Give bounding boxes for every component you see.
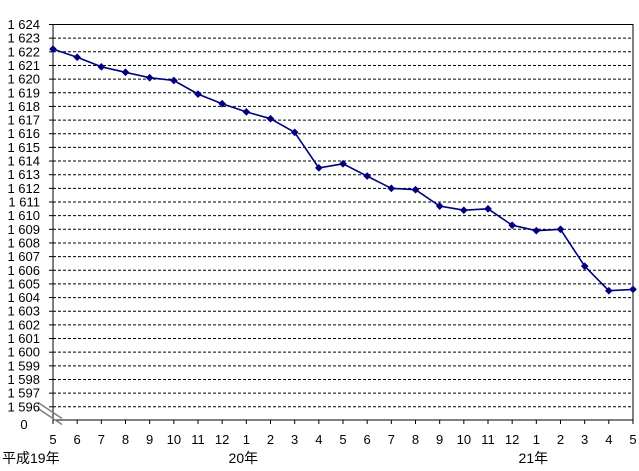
x-tick-label: 11 bbox=[191, 432, 205, 447]
data-point-marker bbox=[484, 204, 492, 213]
x-tick-label: 11 bbox=[481, 432, 495, 447]
data-point-marker bbox=[169, 76, 178, 85]
data-point-marker bbox=[194, 90, 202, 99]
data-point-marker bbox=[629, 285, 637, 294]
y-tick-label: 1 602 bbox=[7, 317, 40, 332]
y-tick-label: 1 598 bbox=[7, 372, 40, 387]
data-point-marker bbox=[121, 68, 130, 77]
x-tick-label: 7 bbox=[98, 432, 105, 447]
data-point-marker bbox=[314, 163, 323, 172]
y-tick-label: 1 605 bbox=[7, 276, 40, 291]
data-point-marker bbox=[387, 184, 396, 193]
data-point-marker bbox=[604, 286, 613, 295]
x-tick-label: 9 bbox=[146, 432, 153, 447]
data-point-marker bbox=[290, 128, 299, 137]
x-tick-label: 7 bbox=[388, 432, 395, 447]
data-point-marker bbox=[556, 225, 565, 234]
y-tick-label: 1 618 bbox=[7, 99, 40, 114]
y-tick-label: 1 617 bbox=[7, 113, 40, 128]
y-tick-label: 1 608 bbox=[7, 235, 40, 250]
data-point-marker bbox=[73, 53, 82, 62]
axis-break-mark bbox=[37, 407, 63, 426]
y-tick-label: 1 620 bbox=[7, 72, 40, 87]
year-label: 21年 bbox=[519, 450, 549, 466]
data-point-marker bbox=[49, 45, 57, 54]
data-point-marker bbox=[97, 62, 106, 71]
data-point-marker bbox=[218, 99, 227, 108]
y-tick-label: 1 599 bbox=[7, 358, 40, 373]
data-point-marker bbox=[363, 172, 372, 181]
x-tick-label: 6 bbox=[364, 432, 371, 447]
x-tick-label: 5 bbox=[629, 432, 636, 447]
x-tick-label: 10 bbox=[457, 432, 471, 447]
x-tick-label: 9 bbox=[436, 432, 443, 447]
y-tick-label: 1 606 bbox=[7, 263, 40, 278]
y-tick-label: 1 613 bbox=[7, 167, 40, 182]
y-tick-label: 1 614 bbox=[7, 154, 40, 169]
axis-break-mark bbox=[37, 401, 63, 420]
y-tick-label: 1 603 bbox=[7, 304, 40, 319]
year-label: 20年 bbox=[229, 450, 259, 466]
data-point-marker bbox=[145, 73, 154, 82]
x-tick-label: 8 bbox=[412, 432, 419, 447]
x-tick-label: 4 bbox=[315, 432, 322, 447]
x-tick-label: 4 bbox=[605, 432, 612, 447]
x-tick-label: 8 bbox=[122, 432, 129, 447]
x-tick-label: 5 bbox=[49, 432, 56, 447]
data-point-marker bbox=[339, 159, 347, 168]
y-tick-label: 1 615 bbox=[7, 140, 40, 155]
data-point-marker bbox=[508, 221, 517, 230]
y-tick-label: 1 597 bbox=[7, 386, 40, 401]
data-point-marker bbox=[411, 185, 420, 194]
x-tick-label: 5 bbox=[339, 432, 346, 447]
data-point-marker bbox=[266, 114, 275, 123]
year-label: 平成19年 bbox=[2, 450, 60, 466]
y-tick-label: 1 604 bbox=[7, 290, 40, 305]
y-zero-label: 0 bbox=[20, 417, 27, 432]
y-tick-label: 1 624 bbox=[7, 17, 40, 32]
plot-border bbox=[52, 24, 634, 421]
series-line bbox=[52, 48, 634, 292]
y-tick-label: 1 612 bbox=[7, 181, 40, 196]
x-tick-label: 1 bbox=[533, 432, 540, 447]
x-tick-label: 2 bbox=[557, 432, 564, 447]
y-tick-label: 1 600 bbox=[7, 345, 40, 360]
y-tick-label: 1 611 bbox=[8, 194, 40, 209]
data-point-marker bbox=[580, 262, 589, 271]
x-tick-label: 12 bbox=[215, 432, 229, 447]
y-tick-label: 1 619 bbox=[7, 85, 40, 100]
y-tick-label: 1 601 bbox=[7, 331, 40, 346]
y-tick-label: 1 607 bbox=[7, 249, 40, 264]
y-tick-label: 1 609 bbox=[7, 222, 40, 237]
x-tick-label: 1 bbox=[243, 432, 250, 447]
data-point-marker bbox=[435, 202, 444, 211]
x-tick-label: 3 bbox=[581, 432, 588, 447]
x-tick-label: 10 bbox=[167, 432, 181, 447]
x-tick-label: 2 bbox=[267, 432, 274, 447]
y-tick-label: 1 621 bbox=[7, 58, 40, 73]
x-tick-label: 12 bbox=[505, 432, 519, 447]
data-point-marker bbox=[459, 206, 468, 215]
x-tick-label: 3 bbox=[291, 432, 298, 447]
data-point-marker bbox=[532, 226, 541, 235]
data-point-marker bbox=[242, 107, 251, 116]
y-tick-label: 1 623 bbox=[7, 31, 40, 46]
y-tick-label: 1 596 bbox=[7, 399, 40, 414]
y-tick-label: 1 610 bbox=[7, 208, 40, 223]
y-tick-label: 1 622 bbox=[7, 44, 40, 59]
x-tick-label: 6 bbox=[74, 432, 81, 447]
y-tick-label: 1 616 bbox=[7, 126, 40, 141]
